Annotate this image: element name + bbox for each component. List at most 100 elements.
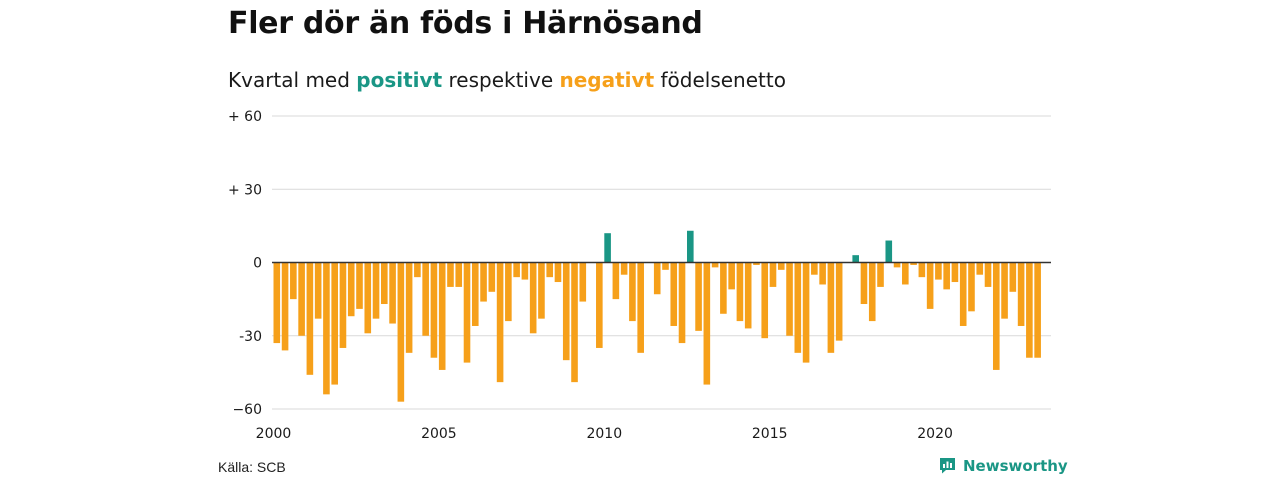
bar-positive (604, 233, 611, 263)
subtitle-middle: respektive (448, 68, 554, 92)
x-tick-label: 2020 (917, 426, 953, 442)
bar-negative (1017, 262, 1025, 326)
bar-negative (811, 262, 818, 275)
bar-negative (744, 262, 752, 329)
bar-negative (868, 262, 876, 322)
bar-positive (687, 230, 694, 263)
bar-negative (943, 262, 950, 290)
bar-negative (753, 262, 760, 265)
bar-negative (720, 262, 727, 314)
bar-negative (992, 262, 1000, 370)
bar-negative (273, 262, 281, 344)
bar-negative (893, 262, 901, 268)
bar-negative (802, 262, 810, 363)
bar-negative (670, 262, 678, 326)
bar-negative (331, 262, 338, 385)
bar-negative (480, 262, 487, 302)
chart-subtitle: Kvartal med positivt respektive negativt… (228, 68, 786, 92)
bar-negative (281, 262, 289, 351)
bars (273, 230, 1041, 402)
x-tick-label: 2015 (752, 426, 788, 442)
bar-negative (372, 262, 380, 319)
bar-negative (405, 262, 413, 353)
bar-negative (835, 262, 843, 341)
bar-negative (819, 262, 826, 285)
bar-negative (422, 262, 429, 336)
bar-negative (364, 262, 372, 334)
bar-negative (1034, 262, 1041, 358)
bar-negative (695, 262, 702, 331)
bar-negative (902, 262, 909, 285)
bar-negative (381, 262, 388, 305)
x-tick-label: 2010 (586, 426, 622, 442)
bar-negative (455, 262, 463, 287)
newsworthy-logo-text: Newsworthy (963, 456, 1068, 475)
subtitle-suffix: födelsenetto (660, 68, 786, 92)
bar-negative (653, 262, 661, 295)
bar-negative (968, 262, 975, 312)
bar-negative (298, 262, 305, 336)
y-tick-label: + 30 (228, 182, 262, 198)
subtitle-prefix: Kvartal med (228, 68, 350, 92)
bar-negative (703, 262, 711, 385)
bar-negative (505, 262, 512, 322)
bar-negative (736, 262, 744, 322)
bar-negative (538, 262, 545, 319)
source-note: Källa: SCB (218, 459, 286, 475)
bar-negative (711, 262, 719, 268)
y-tick-label: 0 (253, 256, 262, 272)
subtitle-negative: negativt (559, 68, 655, 92)
bar-negative (521, 262, 529, 280)
x-tick-label: 2005 (421, 426, 457, 442)
bar-negative (910, 262, 917, 265)
y-tick-label: −60 (232, 402, 262, 418)
bar-negative (430, 262, 438, 358)
bar-negative (1009, 262, 1017, 292)
bar-negative (662, 262, 669, 270)
bar-negative (1026, 262, 1033, 358)
bar-positive (852, 255, 859, 263)
bar-negative (579, 262, 587, 302)
bar-negative (323, 262, 330, 395)
bar-negative (984, 262, 992, 287)
bar-negative (546, 262, 554, 278)
bar-negative (471, 262, 479, 326)
bar-negative (306, 262, 314, 375)
bar-negative (389, 262, 396, 324)
bar-negative (562, 262, 570, 361)
y-tick-label: -30 (239, 329, 262, 345)
bar-negative (959, 262, 967, 326)
x-axis-ticks: 2000 2005 2010 2015 2020 (256, 426, 953, 442)
bar-negative (678, 262, 686, 344)
bar-negative (777, 262, 785, 270)
y-tick-label: + 60 (228, 109, 262, 125)
y-axis-ticks: + 60 + 30 0 -30 −60 (228, 109, 262, 418)
bar-negative (488, 262, 496, 292)
bar-negative (397, 262, 405, 402)
bar-negative (339, 262, 347, 348)
bar-negative (347, 262, 355, 317)
chart-title: Fler dör än föds i Härnösand (228, 6, 703, 41)
bar-negative (513, 262, 520, 278)
bar-negative (529, 262, 537, 334)
bar-negative (356, 262, 363, 309)
bar-negative (447, 262, 454, 287)
bar-negative (629, 262, 636, 322)
bar-negative (571, 262, 578, 383)
bar-negative (463, 262, 471, 363)
subtitle-positive: positivt (356, 68, 443, 92)
bar-negative (290, 262, 297, 300)
bar-negative (612, 262, 620, 300)
bar-negative (314, 262, 322, 319)
newsworthy-logo-icon (940, 458, 955, 474)
bar-negative (728, 262, 735, 290)
bar-negative (1001, 262, 1008, 319)
bar-negative (761, 262, 769, 339)
bar-negative (496, 262, 504, 383)
bar-negative (860, 262, 868, 305)
bar-negative (596, 262, 603, 348)
bar-positive (885, 240, 893, 263)
bar-negative (951, 262, 959, 283)
